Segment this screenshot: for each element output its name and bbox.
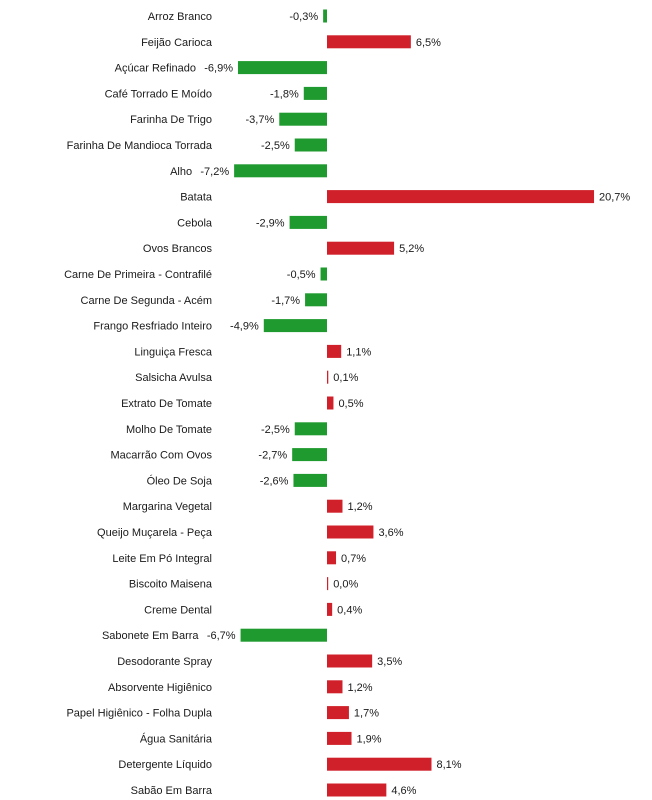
data-label: -2,9% — [256, 217, 285, 229]
bar — [327, 241, 395, 255]
data-label: 1,7% — [354, 708, 379, 720]
bar — [327, 396, 334, 410]
bar — [294, 422, 327, 436]
category-label: Queijo Muçarela - Peça — [97, 527, 213, 539]
bar — [327, 344, 342, 358]
category-label: Extrato De Tomate — [121, 398, 212, 410]
category-label: Óleo De Soja — [147, 474, 213, 487]
data-label: -2,7% — [258, 450, 287, 462]
data-label: -4,9% — [230, 321, 259, 333]
bar — [237, 61, 327, 75]
bar — [289, 215, 327, 229]
bar — [320, 267, 327, 281]
category-label: Farinha De Mandioca Torrada — [67, 140, 213, 152]
category-label: Margarina Vegetal — [123, 501, 212, 513]
category-label: Molho De Tomate — [126, 424, 212, 436]
data-label: 1,2% — [347, 501, 372, 513]
data-label: -6,7% — [207, 630, 236, 642]
category-label: Alho — [170, 166, 192, 178]
data-label: 8,1% — [436, 759, 461, 771]
bar — [327, 577, 329, 591]
data-label: 0,1% — [333, 372, 358, 384]
bar — [294, 138, 327, 152]
category-label: Batata — [180, 192, 213, 204]
category-label: Feijão Carioca — [141, 37, 213, 49]
data-label: 6,5% — [416, 37, 441, 49]
bar — [327, 680, 343, 694]
bar — [327, 190, 595, 204]
category-label: Biscoito Maisena — [129, 579, 213, 591]
bar — [327, 706, 349, 720]
category-label: Desodorante Spray — [117, 656, 212, 668]
data-label: 3,5% — [377, 656, 402, 668]
bar — [327, 499, 343, 513]
category-label: Café Torrado E Moído — [105, 88, 212, 100]
data-label: -2,5% — [261, 140, 290, 152]
data-label: 0,7% — [341, 553, 366, 565]
category-label: Linguiça Fresca — [134, 346, 213, 358]
category-label: Papel Higiênico - Folha Dupla — [66, 708, 212, 720]
category-label: Leite Em Pó Integral — [112, 553, 212, 565]
data-label: 1,1% — [346, 346, 371, 358]
category-label: Sabão Em Barra — [131, 785, 213, 797]
bar — [327, 757, 432, 771]
category-label: Cebola — [177, 217, 213, 229]
data-label: 0,5% — [338, 398, 363, 410]
data-label: -2,5% — [261, 424, 290, 436]
data-label: 1,2% — [347, 682, 372, 694]
bar — [327, 370, 329, 384]
category-label: Ovos Brancos — [143, 243, 213, 255]
category-label: Salsicha Avulsa — [135, 372, 213, 384]
bar — [263, 319, 327, 333]
category-label: Absorvente Higiênico — [108, 682, 212, 694]
bar — [327, 783, 387, 797]
category-label: Detergente Líquido — [118, 759, 212, 771]
bar — [327, 654, 373, 668]
data-label: 0,4% — [337, 604, 362, 616]
category-label: Açúcar Refinado — [115, 63, 196, 75]
category-label: Farinha De Trigo — [130, 114, 212, 126]
category-label: Creme Dental — [144, 604, 212, 616]
bar — [327, 602, 333, 616]
data-label: -1,7% — [271, 295, 300, 307]
data-label: -7,2% — [200, 166, 229, 178]
category-label: Arroz Branco — [148, 11, 212, 23]
data-label: -3,7% — [246, 114, 275, 126]
category-label: Carne De Segunda - Acém — [81, 295, 212, 307]
category-label: Sabonete Em Barra — [102, 630, 199, 642]
bar — [327, 551, 337, 565]
category-label: Carne De Primeira - Contrafilé — [64, 269, 212, 281]
data-label: 3,6% — [378, 527, 403, 539]
data-label: 0,0% — [333, 579, 358, 591]
data-label: -2,6% — [260, 475, 289, 487]
bar — [240, 628, 327, 642]
data-label: -0,3% — [289, 11, 318, 23]
data-label: 1,9% — [357, 733, 382, 745]
bar — [327, 35, 411, 49]
bar — [323, 9, 327, 23]
bar — [292, 448, 327, 462]
category-label: Frango Resfriado Inteiro — [93, 321, 212, 333]
data-label: -6,9% — [204, 63, 233, 75]
bar — [305, 293, 327, 307]
category-label: Macarrão Com Ovos — [111, 450, 213, 462]
bar — [327, 731, 352, 745]
data-label: 4,6% — [391, 785, 416, 797]
bar — [234, 164, 327, 178]
data-label: -1,8% — [270, 88, 299, 100]
bar — [279, 112, 327, 126]
data-label: 20,7% — [599, 192, 630, 204]
bar — [327, 525, 374, 539]
category-label: Água Sanitária — [140, 732, 213, 745]
data-label: -0,5% — [287, 269, 316, 281]
data-label: 5,2% — [399, 243, 424, 255]
bar — [293, 473, 327, 487]
bar — [303, 86, 327, 100]
